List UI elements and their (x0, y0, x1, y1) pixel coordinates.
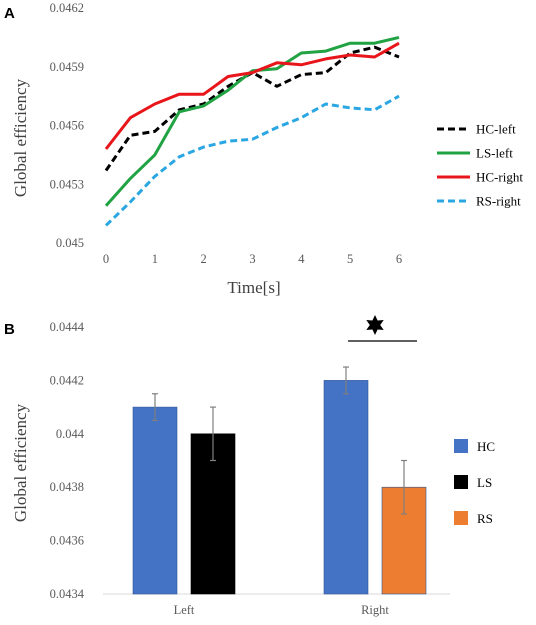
panel-a-x-tick-label: 0 (103, 252, 109, 266)
panel-a-letter: A (4, 5, 15, 22)
panel-a-y-tick-label: 0.0456 (50, 119, 84, 133)
error-bar-ls-left (210, 406, 216, 462)
panel-a-x-tick-label: 5 (347, 252, 353, 266)
panel-a-series-lines (104, 35, 400, 227)
error-bar-hc-left (152, 393, 158, 422)
panel-b-letter: B (4, 321, 15, 338)
panel-b-x-tick-label: Right (361, 603, 389, 617)
series-line-rs-right (104, 94, 400, 227)
panel-a-y-ticks: 0.045 0.0453 0.0456 0.0459 0.0462 (50, 1, 84, 250)
legend-label-ls-left: LS-left (476, 146, 513, 161)
legend-swatch-ls (454, 475, 468, 489)
series-line-hc-left (104, 45, 400, 172)
error-bar-hc-right (343, 366, 349, 395)
legend-swatch-rs (454, 511, 468, 525)
panel-b-y-tick-label: 0.0438 (50, 480, 84, 494)
panel-a-x-tick-label: 3 (249, 252, 255, 266)
panel-a-y-tick-label: 0.0462 (50, 1, 84, 15)
panel-b-y-tick-label: 0.0442 (50, 373, 84, 387)
legend-label-rs: RS (477, 511, 493, 526)
legend-label-hc-left: HC-left (476, 122, 516, 137)
panel-b-y-tick-label: 0.0444 (50, 320, 85, 334)
panel-b-y-axis-title: Global efficiency (11, 403, 30, 522)
series-line-hc-right (104, 41, 400, 150)
panel-a-y-tick-label: 0.0453 (50, 177, 84, 191)
bar-hc-left (132, 406, 178, 595)
panel-b-significance (348, 315, 417, 342)
panel-a-x-tick-label: 6 (396, 252, 402, 266)
significance-star-icon (366, 315, 384, 335)
panel-a-legend: HC-left LS-left HC-right RS-right (437, 122, 523, 209)
panel-a-x-axis-title: Time[s] (227, 278, 280, 297)
panel-b-x-tick-label: Left (174, 603, 195, 617)
legend-label-hc: HC (477, 439, 495, 454)
panel-b: B 0.0434 0.0436 0.0438 0.044 0.0442 0.0444 Le… (4, 315, 495, 617)
panel-b-y-ticks: 0.0434 0.0436 0.0438 0.044 0.0442 0.0444 (50, 320, 85, 601)
panel-a-y-axis-title: Global efficiency (11, 78, 30, 197)
panel-a-x-tick-label: 1 (152, 252, 158, 266)
panel-a-x-tick-label: 2 (201, 252, 207, 266)
legend-label-rs-right: RS-right (476, 194, 521, 209)
error-bar-rs-right (401, 459, 407, 515)
panel-b-y-tick-label: 0.044 (56, 427, 85, 441)
panel-a-x-ticks: 0 1 2 3 4 5 6 (103, 252, 402, 266)
panel-a-y-tick-label: 0.045 (56, 236, 84, 250)
legend-label-hc-right: HC-right (476, 170, 523, 185)
panel-b-x-ticks: Left Right (174, 603, 390, 617)
bar-hc-right (323, 380, 369, 595)
panel-b-bars (132, 366, 427, 595)
panel-b-y-tick-label: 0.0436 (50, 534, 84, 548)
panel-a-x-tick-label: 4 (298, 252, 305, 266)
panel-b-y-tick-label: 0.0434 (50, 587, 85, 601)
panel-a-y-tick-label: 0.0459 (50, 60, 84, 74)
panel-b-legend: HC LS RS (454, 439, 495, 526)
legend-label-ls: LS (477, 475, 492, 490)
legend-swatch-hc (454, 439, 468, 453)
series-line-ls-left (104, 35, 400, 207)
